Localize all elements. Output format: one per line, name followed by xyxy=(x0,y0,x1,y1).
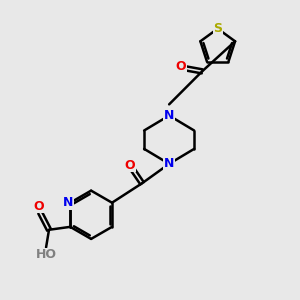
Text: S: S xyxy=(213,22,222,35)
Text: O: O xyxy=(175,60,186,74)
Text: N: N xyxy=(164,157,174,170)
Text: N: N xyxy=(164,109,174,122)
Text: O: O xyxy=(33,200,44,213)
Text: HO: HO xyxy=(36,248,57,261)
Text: N: N xyxy=(63,196,73,209)
Text: O: O xyxy=(124,158,135,172)
